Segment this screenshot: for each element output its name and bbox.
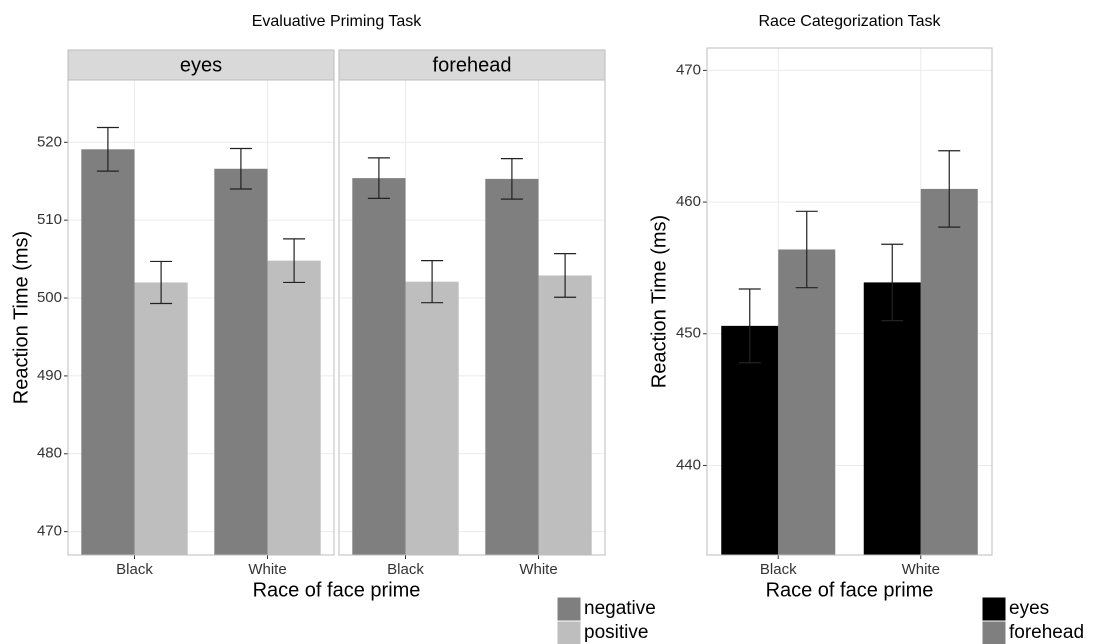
error-bar bbox=[150, 260, 173, 305]
y-tick-label: 460 bbox=[676, 193, 701, 210]
legend-label: eyes bbox=[1009, 598, 1049, 619]
x-tick-label: Black bbox=[760, 561, 797, 578]
bar bbox=[920, 188, 978, 555]
error-bar bbox=[96, 126, 119, 172]
bar bbox=[267, 260, 321, 555]
facet-label: forehead bbox=[433, 54, 512, 76]
panel-border bbox=[67, 79, 335, 556]
y-tick-label: 480 bbox=[37, 445, 62, 462]
error-bar bbox=[881, 243, 904, 322]
legend-label: negative bbox=[584, 598, 656, 619]
x-tick-label: White bbox=[902, 561, 940, 578]
legend-key bbox=[556, 596, 582, 622]
bar bbox=[81, 149, 135, 555]
legend-label: forehead bbox=[1009, 622, 1084, 643]
y-tick-label: 470 bbox=[37, 523, 62, 540]
y-axis-label: Reaction Time (ms) bbox=[10, 231, 32, 404]
y-tick-label: 470 bbox=[676, 61, 701, 78]
error-bar bbox=[738, 288, 761, 364]
bar bbox=[352, 178, 406, 556]
error-bar bbox=[367, 157, 390, 199]
x-tick-label: Black bbox=[116, 561, 153, 578]
error-bar bbox=[421, 260, 444, 304]
chart-title: Evaluative Priming Task bbox=[252, 13, 423, 30]
bar bbox=[485, 178, 539, 556]
y-tick-label: 490 bbox=[37, 367, 62, 384]
chart-title: Race Categorization Task bbox=[758, 13, 941, 30]
x-axis-label: Race of face prime bbox=[253, 579, 421, 601]
bar bbox=[863, 282, 921, 555]
x-tick-label: White bbox=[248, 561, 286, 578]
legend-key bbox=[556, 620, 582, 644]
panel-border bbox=[338, 79, 606, 556]
facet-label: eyes bbox=[180, 54, 222, 76]
y-tick-label: 450 bbox=[676, 325, 701, 342]
bar bbox=[778, 249, 836, 555]
error-bar bbox=[554, 253, 577, 298]
error-bar bbox=[283, 238, 306, 284]
y-axis-label: Reaction Time (ms) bbox=[648, 215, 670, 388]
y-tick-label: 440 bbox=[676, 456, 701, 473]
y-tick-label: 500 bbox=[37, 289, 62, 306]
x-tick-label: Black bbox=[387, 561, 424, 578]
bar bbox=[538, 275, 592, 555]
bar bbox=[214, 168, 268, 555]
bar bbox=[405, 281, 459, 555]
legend-label: positive bbox=[584, 622, 648, 643]
legend-key bbox=[981, 620, 1007, 644]
y-tick-label: 510 bbox=[37, 211, 62, 228]
legend-key bbox=[981, 596, 1007, 622]
bar bbox=[721, 325, 779, 555]
x-tick-label: White bbox=[519, 561, 557, 578]
bar bbox=[134, 282, 188, 555]
error-bar bbox=[938, 150, 961, 228]
error-bar bbox=[795, 210, 818, 289]
panel-border bbox=[706, 47, 993, 556]
x-axis-label: Race of face prime bbox=[766, 579, 934, 601]
error-bar bbox=[229, 147, 252, 190]
y-tick-label: 520 bbox=[37, 133, 62, 150]
error-bar bbox=[500, 158, 523, 200]
